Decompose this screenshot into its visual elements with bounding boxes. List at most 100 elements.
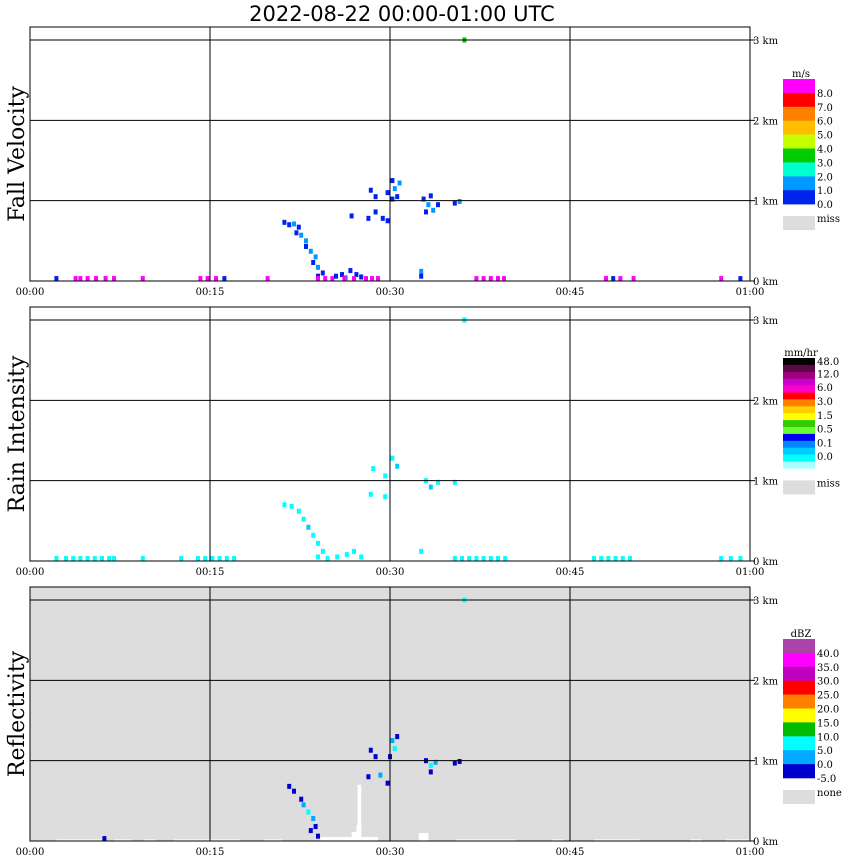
data-cell: [294, 230, 299, 236]
data-cell: [368, 491, 373, 497]
legend-unit: dBZ: [791, 629, 812, 640]
data-cell: [481, 276, 486, 282]
data-cell: [73, 276, 78, 282]
data-cell: [330, 276, 335, 282]
data-cell: [299, 796, 304, 802]
data-cell: [474, 276, 479, 282]
data-cell: [296, 508, 301, 514]
y-tick-label: 0 km: [753, 277, 779, 288]
clear-cell: [144, 839, 156, 841]
data-cell: [313, 254, 318, 260]
data-cell: [628, 556, 632, 562]
clear-cell: [174, 839, 240, 841]
data-cell: [287, 222, 292, 228]
data-cell: [265, 276, 270, 282]
data-cell: [313, 824, 318, 830]
data-cell: [78, 276, 83, 282]
data-cell: [452, 760, 457, 766]
legend: dBZ 40.0 35.0 30.0 25.0 20.0 15.0 10.0 5.0 0.0 -5.…: [783, 629, 842, 804]
legend-missing-label: miss: [817, 214, 840, 225]
y-tick-label: 2 km: [753, 396, 779, 407]
data-cell: [419, 273, 424, 279]
data-cell: [323, 276, 328, 282]
data-cell: [436, 202, 440, 208]
legend-swatch: [783, 440, 815, 448]
legend-unit: m/s: [792, 69, 810, 80]
data-cell: [373, 754, 378, 760]
x-tick-label: 00:45: [556, 287, 585, 298]
data-cell: [232, 556, 236, 562]
data-cell: [352, 548, 356, 554]
legend-missing-label: miss: [817, 478, 840, 489]
legend-label: 5.0: [817, 131, 833, 142]
data-cell: [606, 556, 611, 562]
data-cell: [368, 187, 373, 193]
data-cell: [428, 193, 433, 199]
data-cell: [198, 276, 203, 282]
data-cell: [460, 556, 464, 562]
clear-cell: [594, 839, 640, 841]
data-cell: [496, 556, 500, 562]
data-cell: [426, 202, 431, 208]
legend-swatch: [783, 190, 815, 205]
data-cell: [421, 196, 426, 202]
legend-swatch: [783, 447, 815, 455]
data-cell: [107, 556, 112, 562]
data-cell: [457, 758, 462, 764]
data-cell: [428, 769, 433, 775]
data-cell: [214, 276, 218, 282]
data-cell: [71, 556, 76, 562]
data-cell: [383, 473, 388, 479]
data-cell: [431, 207, 436, 213]
data-cell: [424, 209, 428, 215]
legend-swatch: [783, 92, 815, 108]
data-cell: [320, 548, 325, 554]
x-tick-label: 00:15: [196, 287, 225, 298]
data-cell: [64, 556, 68, 562]
data-cell: [719, 276, 724, 282]
legend-label: 48.0: [817, 357, 839, 368]
data-cell: [383, 494, 388, 500]
y-tick-label: 0 km: [753, 837, 779, 848]
data-cell: [452, 200, 457, 206]
data-cell: [390, 196, 395, 202]
data-cell: [316, 264, 320, 270]
data-cell: [380, 215, 385, 221]
data-cell: [344, 552, 349, 558]
data-cell: [304, 238, 308, 244]
legend-label: 7.0: [817, 103, 833, 114]
data-cell: [335, 554, 340, 560]
legend-unit: mm/hr: [784, 348, 818, 359]
data-cell: [311, 260, 316, 266]
plot-frame: [29, 586, 751, 842]
legend-swatch: [783, 420, 815, 428]
data-cell: [316, 833, 320, 839]
data-cell: [481, 556, 486, 562]
data-cell: [719, 556, 724, 562]
data-cell: [308, 828, 313, 834]
data-cell: [738, 276, 743, 282]
y-tick-label: 2 km: [753, 676, 779, 687]
data-cell: [340, 272, 344, 278]
clear-cell: [456, 839, 516, 841]
panel-title: Fall Velocity: [5, 86, 30, 222]
legend-swatch: [783, 652, 815, 668]
legend-label: 5.0: [817, 746, 833, 757]
x-tick-label: 01:00: [736, 287, 765, 298]
data-cell: [196, 556, 200, 562]
data-cell: [103, 276, 108, 282]
data-cell: [436, 479, 440, 485]
data-cell: [222, 276, 227, 282]
data-cell: [85, 276, 90, 282]
legend-label: 0.5: [817, 425, 833, 436]
legend-swatch: [783, 148, 815, 163]
data-cell: [371, 466, 376, 472]
data-cell: [316, 276, 320, 282]
legend-label: 40.0: [817, 649, 839, 660]
data-cell: [385, 190, 390, 196]
data-cell: [304, 243, 308, 249]
x-tick-label: 00:15: [196, 847, 225, 858]
x-tick-label: 00:00: [16, 847, 45, 858]
x-tick-label: 00:45: [556, 567, 585, 578]
